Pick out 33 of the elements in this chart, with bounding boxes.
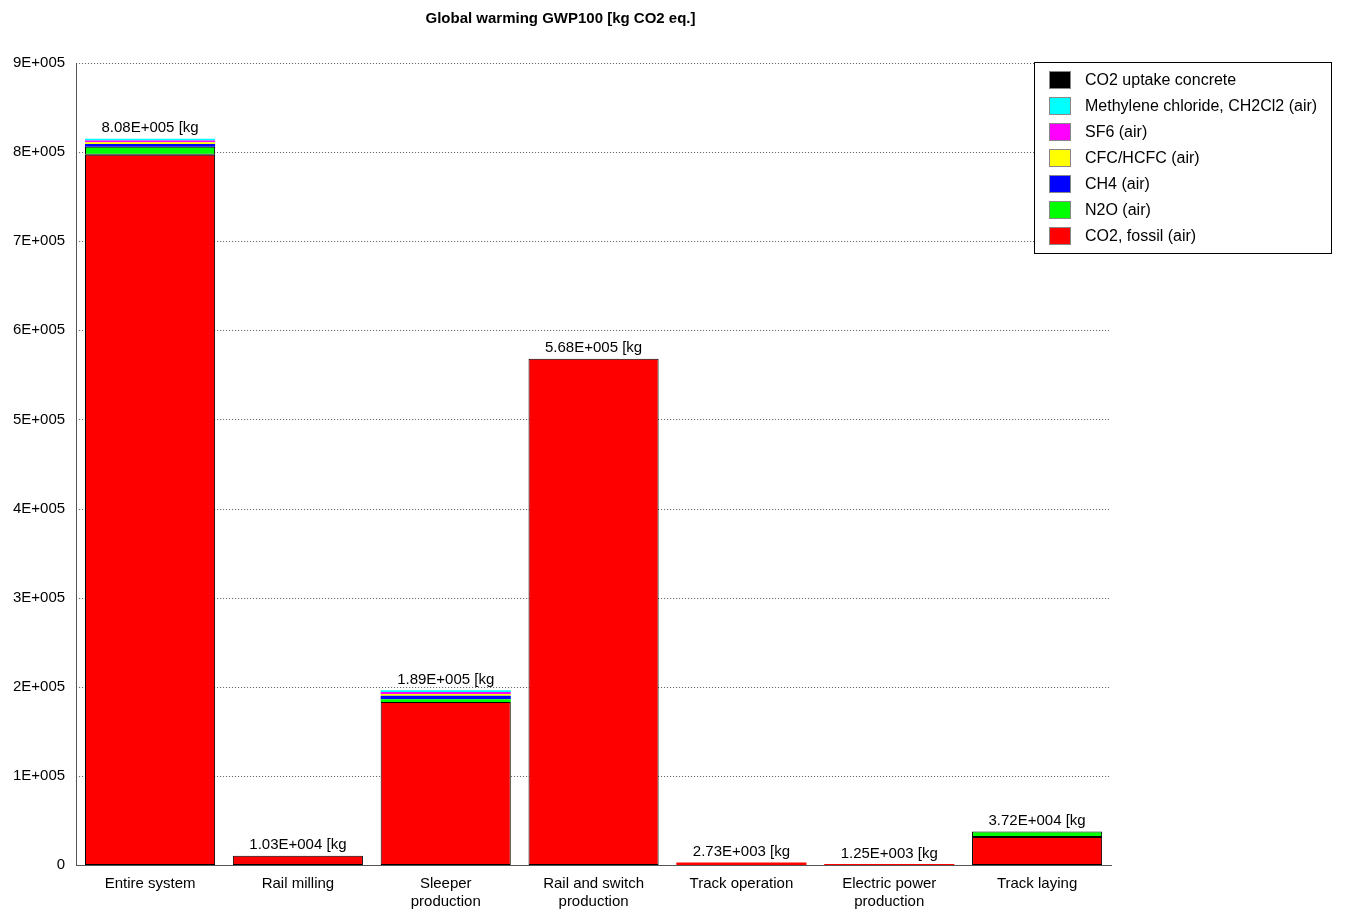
chart-title: Global warming GWP100 [kg CO2 eq.] bbox=[425, 9, 696, 27]
y-tick-label: 4E+005 bbox=[12, 498, 66, 516]
y-tick-label: 1E+005 bbox=[12, 766, 66, 784]
y-tick-label: 5E+005 bbox=[12, 409, 66, 427]
total-label: 5.68E+005 [kg bbox=[544, 338, 643, 356]
x-tick-label: Rail milling bbox=[261, 874, 335, 892]
x-tick-label: Rail and switch production bbox=[543, 874, 645, 910]
y-tick-label: 7E+005 bbox=[12, 231, 66, 249]
x-tick-label: Track operation bbox=[689, 874, 794, 892]
y-tick-label: 8E+005 bbox=[12, 142, 66, 160]
total-label: 8.08E+005 [kg bbox=[101, 118, 199, 136]
x-tick-label: Electric power production bbox=[842, 874, 937, 910]
y-tick-label: 6E+005 bbox=[12, 320, 66, 338]
total-label: 3.72E+004 [kg bbox=[988, 811, 1086, 829]
total-label: 2.73E+003 [kg bbox=[692, 842, 790, 860]
total-label: 1.03E+004 [kg bbox=[249, 835, 347, 853]
y-tick-label: 9E+005 bbox=[12, 53, 66, 71]
y-tick-label: 3E+005 bbox=[12, 587, 66, 605]
x-tick-label: Sleeper production bbox=[410, 874, 481, 910]
legend-label: SF6 (air) bbox=[1085, 123, 1148, 141]
total-label: 1.89E+005 [kg bbox=[397, 669, 495, 687]
x-tick-label: Entire system bbox=[104, 874, 196, 892]
bar bbox=[380, 699, 511, 702]
legend-label: N2O (air) bbox=[1085, 201, 1151, 219]
legend-label: Methylene chloride, CH2Cl2 (air) bbox=[1085, 97, 1318, 115]
y-tick-label: 2E+005 bbox=[12, 676, 66, 694]
y-tick-label: 0 bbox=[56, 855, 66, 873]
legend-label: CH4 (air) bbox=[1085, 175, 1150, 193]
total-label: 1.25E+003 [kg bbox=[840, 843, 938, 861]
x-tick-label: Track laying bbox=[996, 874, 1078, 892]
legend-label: CO2, fossil (air) bbox=[1085, 227, 1197, 245]
legend-label: CFC/HCFC (air) bbox=[1085, 149, 1200, 167]
legend-label: CO2 uptake concrete bbox=[1085, 71, 1237, 89]
